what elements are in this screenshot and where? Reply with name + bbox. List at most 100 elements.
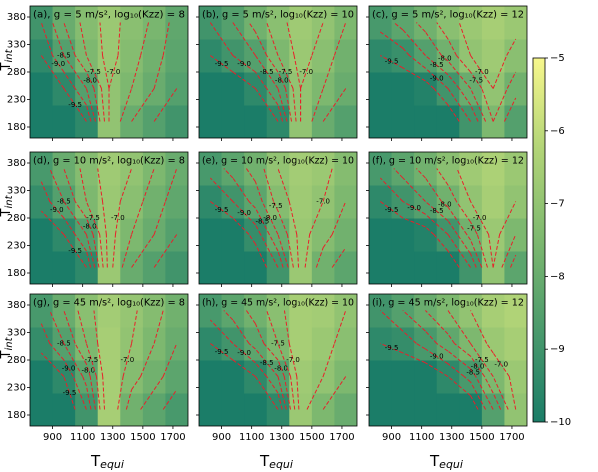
contour-label: -9.5 xyxy=(215,206,229,214)
contour-line xyxy=(82,376,87,387)
heat-cell xyxy=(369,152,393,186)
heat-cell xyxy=(97,6,121,40)
heat-cell xyxy=(30,72,54,106)
heat-cell xyxy=(199,105,223,138)
heat-cell xyxy=(221,218,245,252)
contour-line xyxy=(470,88,487,122)
contour-line xyxy=(63,88,87,122)
heat-cell xyxy=(244,6,268,40)
heat-cell xyxy=(97,327,121,361)
y-tick-label: 280 xyxy=(7,355,26,366)
contour-line xyxy=(85,385,92,410)
contour-line xyxy=(425,177,442,202)
contour-label: -9.0 xyxy=(407,204,421,212)
contour-line xyxy=(102,376,105,410)
heat-cell xyxy=(504,251,527,284)
contour-line xyxy=(408,55,426,69)
heat-cell xyxy=(142,360,166,394)
y-axis-label: Tint xyxy=(0,336,15,359)
heat-cell xyxy=(165,152,188,186)
heat-cell xyxy=(142,185,166,219)
contour-line xyxy=(402,352,426,364)
heat-cell xyxy=(244,251,268,284)
heat-cell xyxy=(414,327,438,361)
contour-line xyxy=(447,220,458,235)
heat-cell xyxy=(289,251,313,284)
contour-line xyxy=(402,47,410,56)
contour-line xyxy=(425,31,442,56)
contour-line xyxy=(425,67,449,89)
contour-line xyxy=(209,201,234,219)
contour-line xyxy=(63,234,87,268)
contour-line xyxy=(248,22,256,33)
y-tick-label: 230 xyxy=(7,383,26,394)
heat-cell xyxy=(391,218,415,252)
contour-line xyxy=(63,201,87,235)
contour-line xyxy=(255,88,279,122)
x-axis-label: Tequi xyxy=(90,452,124,472)
panel-title: (e), g = 10 m/s², log₁₀(Kzz) = 10 xyxy=(202,156,354,167)
heat-cell xyxy=(120,152,144,186)
contour-line xyxy=(153,88,178,122)
contour-line xyxy=(306,376,324,410)
contour-label: -8.5 xyxy=(256,217,270,225)
contour-line xyxy=(232,177,250,202)
contour-line xyxy=(223,310,234,321)
x-axis-label-main: T xyxy=(429,452,440,470)
heat-cell xyxy=(414,218,438,252)
heat-cell xyxy=(311,327,335,361)
contour-line xyxy=(254,207,270,235)
contour-line xyxy=(379,201,404,219)
contour-line xyxy=(484,376,494,394)
heat-cell xyxy=(97,105,121,138)
heat-cell xyxy=(244,393,268,426)
contour-line xyxy=(105,234,108,268)
contour-line xyxy=(209,55,234,73)
heatmap xyxy=(369,6,527,138)
contour-line xyxy=(273,201,279,212)
contour-line xyxy=(74,343,87,365)
x-tick-label: 1700 xyxy=(160,432,185,443)
contour-line xyxy=(296,376,300,410)
heat-cell xyxy=(391,152,415,186)
contour-line xyxy=(112,234,116,268)
heat-cell xyxy=(244,327,268,361)
heat-cell xyxy=(369,393,393,426)
heat-cell xyxy=(414,360,438,394)
contour-line xyxy=(463,376,471,383)
contour-line xyxy=(436,168,449,186)
contour-line xyxy=(470,395,479,410)
contour-line xyxy=(441,55,449,62)
heat-cell xyxy=(334,152,357,186)
contour-line xyxy=(40,55,65,89)
heat-cell xyxy=(75,6,99,40)
heat-cell xyxy=(334,393,357,426)
y-axis-label-sub: int xyxy=(4,336,15,350)
contour-line xyxy=(470,368,477,377)
contour-line xyxy=(266,88,279,106)
contour-line xyxy=(131,88,155,122)
contour-label: -7.5 xyxy=(87,68,101,76)
contour-line xyxy=(447,234,471,268)
panel: -9.5 -9.0 -8.5 -8.0 -7.5 -7.0 900 1100 1300 1500 1… xyxy=(0,293,189,472)
contour-line xyxy=(245,168,256,182)
contour-line xyxy=(89,376,96,410)
heatmap xyxy=(199,6,357,138)
contour-line xyxy=(232,22,256,56)
contours: -9.5 -9.0 -8.5-8.0 -7.5 -7.0 xyxy=(209,168,347,268)
heat-cell xyxy=(266,218,290,252)
heat-cell xyxy=(97,152,121,186)
panel: -9.5 -9.0 -8.5-8.0 -7.5 -7.0 (f), g = 10 m/s²… xyxy=(366,151,528,287)
contour-line xyxy=(209,319,234,344)
contour-line xyxy=(379,177,404,202)
contour-label: -9.0 xyxy=(430,74,444,82)
contour-line xyxy=(254,243,268,268)
contour-line xyxy=(447,74,460,89)
heat-cell xyxy=(334,327,357,361)
heat-cell xyxy=(221,393,245,426)
contour-line xyxy=(85,71,95,89)
heat-cell xyxy=(289,105,313,138)
panel: -9.5 -9.0-8.5 -8.0-7.5 -7.0 180 230 280 330 380 (… xyxy=(0,151,189,287)
panel-title: (f), g = 10 m/s², log₁₀(Kzz) = 12 xyxy=(372,156,524,167)
heat-cell xyxy=(120,218,144,252)
